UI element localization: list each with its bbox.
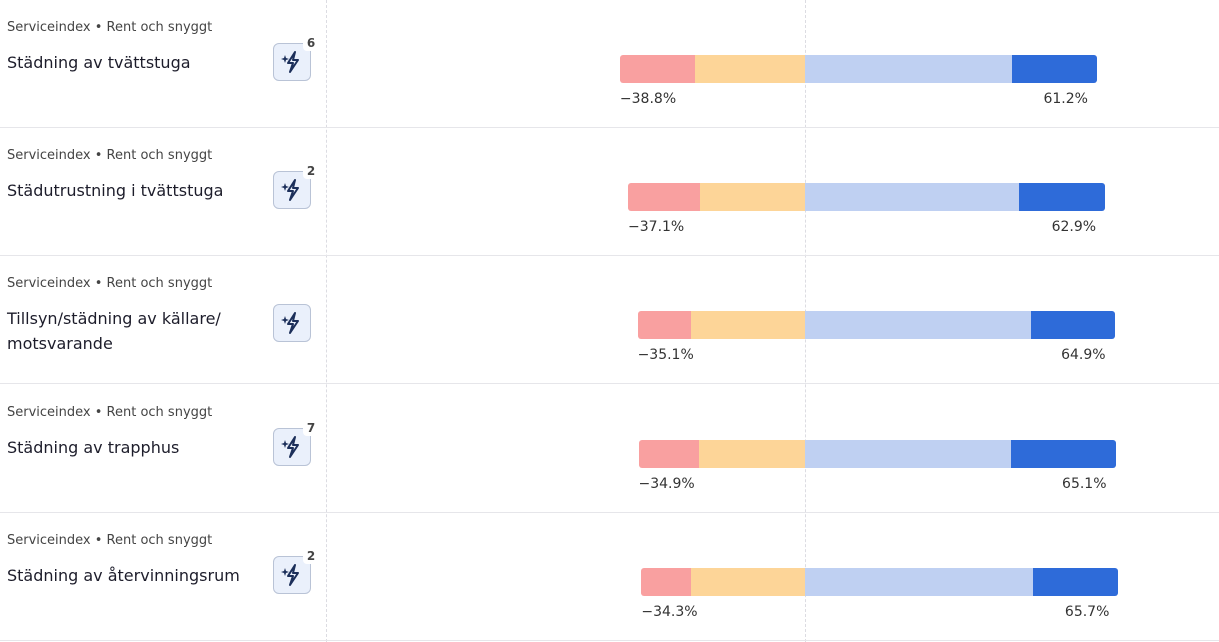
category: Serviceindex • Rent och snyggt bbox=[7, 148, 213, 164]
bar-segment bbox=[628, 183, 701, 212]
positive-label: 65.7% bbox=[1064, 603, 1110, 620]
bar-segment bbox=[1030, 311, 1115, 340]
negative-label: −34.9% bbox=[638, 475, 695, 492]
bar-segment bbox=[1011, 439, 1116, 468]
negative-label: −38.8% bbox=[619, 91, 677, 107]
negative-label: −37.1% bbox=[628, 219, 685, 236]
row-title: Städutrustning i tvättstuga bbox=[7, 181, 224, 201]
positive-label: 62.9% bbox=[1051, 219, 1097, 236]
bar-segment bbox=[1033, 567, 1119, 596]
bar-segment bbox=[805, 567, 1034, 596]
row: Serviceindex • Rent och snyggt Tillsyn/st… bbox=[0, 256, 1219, 385]
badge-count: 2 bbox=[303, 547, 319, 564]
row-title: Städning av tvättstuga bbox=[7, 53, 191, 72]
bar-segment bbox=[637, 311, 691, 340]
negative-label: −35.1% bbox=[637, 347, 694, 364]
bar-segment bbox=[805, 55, 1012, 83]
category: Serviceindex • Rent och snyggt bbox=[7, 404, 213, 420]
action-button[interactable] bbox=[273, 427, 311, 466]
bar-segment bbox=[805, 183, 1019, 212]
action-button[interactable] bbox=[273, 555, 311, 594]
row-title: Städning av återvinningsrum bbox=[7, 565, 240, 585]
row: Serviceindex • Rent och snyggt Städning a… bbox=[0, 385, 1219, 513]
bar-segment bbox=[1018, 183, 1106, 212]
badge-count: 2 bbox=[303, 163, 319, 180]
badge-count: 6 bbox=[303, 35, 319, 51]
badge-count: 7 bbox=[303, 419, 319, 436]
bar-segment bbox=[638, 439, 700, 468]
bar-segment bbox=[805, 311, 1031, 340]
row-title: Tillsyn/städning av källare/ motsvarande bbox=[7, 309, 221, 354]
action-button[interactable] bbox=[273, 43, 311, 81]
bar-segment bbox=[690, 567, 805, 596]
bar-segment bbox=[1011, 55, 1097, 83]
bar-segment bbox=[700, 183, 805, 212]
action-button[interactable] bbox=[273, 304, 311, 343]
bar-segment bbox=[805, 439, 1012, 468]
row: Serviceindex • Rent och snyggt Städning a… bbox=[0, 513, 1219, 641]
positive-label: 61.2% bbox=[1043, 91, 1088, 107]
bar-segment bbox=[690, 311, 805, 340]
category: Serviceindex • Rent och snyggt bbox=[7, 20, 213, 35]
category: Serviceindex • Rent och snyggt bbox=[7, 276, 213, 292]
bar-segment bbox=[695, 55, 805, 83]
negative-label: −34.3% bbox=[641, 603, 698, 620]
divider bbox=[326, 0, 327, 642]
category: Serviceindex • Rent och snyggt bbox=[7, 532, 213, 548]
bar-segment bbox=[641, 567, 691, 596]
positive-label: 64.9% bbox=[1061, 347, 1106, 364]
bar-segment bbox=[699, 439, 805, 468]
bar-segment bbox=[619, 55, 696, 83]
positive-label: 65.1% bbox=[1062, 475, 1107, 492]
row-title: Städning av trapphus bbox=[7, 437, 180, 457]
row: Serviceindex • Rent och snyggt Städning a… bbox=[0, 0, 1219, 128]
row: Serviceindex • Rent och snyggt Städutrust… bbox=[0, 128, 1219, 257]
